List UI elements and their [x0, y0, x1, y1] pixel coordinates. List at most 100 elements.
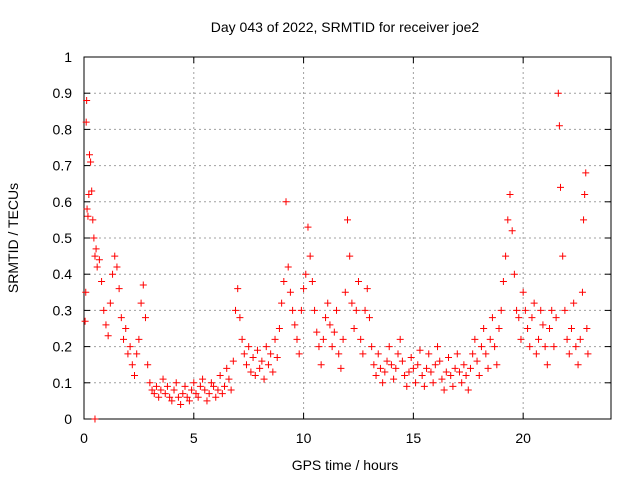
data-point	[427, 368, 435, 376]
data-point	[137, 299, 145, 307]
data-point	[466, 364, 474, 372]
data-point	[157, 386, 165, 394]
data-point	[155, 393, 163, 401]
data-point	[346, 252, 354, 260]
data-point	[264, 361, 272, 369]
data-point	[253, 346, 261, 354]
data-point	[339, 335, 347, 343]
data-point	[582, 169, 590, 177]
data-point	[324, 299, 332, 307]
data-point	[508, 227, 516, 235]
data-point	[159, 375, 167, 383]
data-point	[172, 379, 180, 387]
data-point	[210, 382, 218, 390]
data-point	[183, 393, 191, 401]
data-point	[344, 216, 351, 224]
data-point	[541, 343, 549, 351]
data-point	[304, 223, 312, 231]
data-point	[341, 288, 349, 296]
data-point	[574, 361, 582, 369]
tick-labels: 00.10.20.30.40.50.60.70.80.910 5 10 15 20	[53, 49, 532, 446]
data-point	[440, 386, 448, 394]
data-point	[104, 332, 112, 340]
data-point	[135, 335, 143, 343]
data-point	[225, 375, 233, 383]
data-point	[249, 353, 257, 361]
data-point	[238, 335, 246, 343]
data-point	[482, 350, 490, 358]
data-point	[554, 89, 562, 97]
data-point	[236, 314, 244, 322]
data-point	[95, 256, 103, 264]
data-point	[526, 343, 534, 351]
data-point	[188, 386, 196, 394]
data-point	[335, 350, 343, 358]
data-point	[82, 118, 90, 126]
data-point	[337, 364, 345, 372]
data-point	[315, 343, 323, 351]
data-point	[177, 401, 185, 409]
x-tick-label: 20	[515, 430, 531, 446]
data-point	[289, 306, 297, 314]
data-point	[555, 122, 563, 130]
data-point	[495, 325, 503, 332]
data-point	[484, 364, 492, 372]
data-point	[532, 350, 540, 358]
data-point	[89, 216, 97, 224]
data-point	[412, 379, 420, 387]
data-point	[530, 299, 538, 307]
data-point	[201, 386, 209, 394]
data-point	[120, 335, 128, 343]
data-point	[319, 335, 327, 343]
data-point	[414, 361, 422, 369]
data-point	[82, 288, 90, 296]
data-point	[379, 379, 387, 387]
data-point	[131, 372, 139, 380]
data-point	[91, 252, 99, 260]
grid-lines	[84, 57, 611, 419]
data-point	[390, 375, 398, 383]
data-point	[376, 364, 384, 372]
data-point	[519, 288, 527, 296]
y-tick-label: 1	[64, 49, 72, 65]
data-point	[170, 386, 178, 394]
data-point	[251, 372, 259, 380]
data-point	[572, 343, 580, 351]
data-point	[475, 372, 483, 380]
data-point	[365, 314, 373, 322]
data-point	[521, 306, 529, 314]
data-point	[311, 306, 319, 314]
data-point	[429, 379, 437, 387]
x-tick-label: 15	[406, 430, 422, 446]
data-point	[491, 343, 499, 351]
data-point	[348, 299, 356, 307]
data-point	[102, 321, 110, 329]
data-point	[322, 314, 330, 322]
data-point	[407, 353, 415, 361]
data-point	[563, 335, 571, 343]
data-point	[403, 382, 411, 390]
data-point	[460, 361, 468, 369]
data-point	[396, 335, 404, 343]
data-point	[205, 390, 213, 398]
y-tick-label: 0.3	[53, 302, 73, 318]
data-point	[245, 343, 253, 351]
data-point	[486, 335, 494, 343]
data-point	[462, 372, 470, 380]
data-point	[548, 306, 556, 314]
data-point	[458, 379, 466, 387]
data-point	[302, 270, 310, 278]
data-point	[370, 361, 378, 369]
data-point	[394, 350, 402, 358]
data-point	[185, 397, 193, 405]
data-point	[368, 343, 376, 351]
data-point	[477, 343, 485, 351]
data-point	[580, 216, 588, 224]
data-point	[227, 386, 235, 394]
data-point	[497, 306, 505, 314]
data-point	[92, 245, 100, 253]
data-point	[214, 386, 222, 394]
data-point	[539, 321, 547, 329]
data-point	[133, 350, 141, 358]
